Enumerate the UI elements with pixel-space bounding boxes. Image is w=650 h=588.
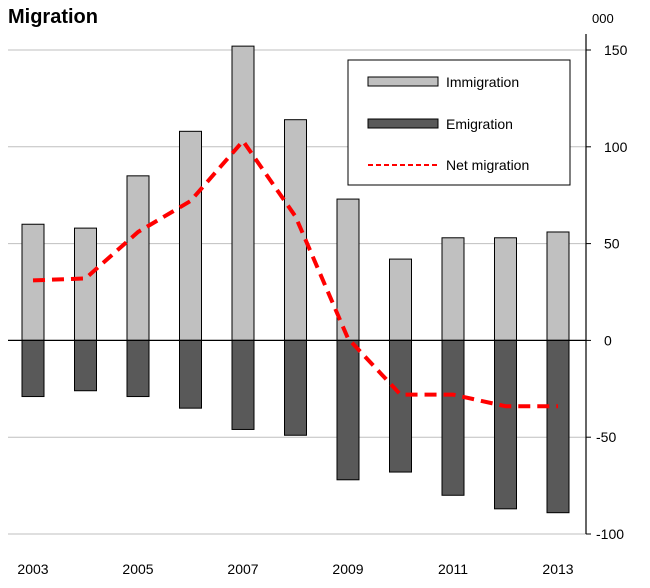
legend-label-immigration: Immigration xyxy=(446,74,519,90)
legend-label-net-migration: Net migration xyxy=(446,157,529,173)
immigration-bar-2005 xyxy=(126,175,150,341)
y-tick-label: 150 xyxy=(604,42,628,58)
legend-swatch-emigration xyxy=(367,118,439,129)
net-migration-line xyxy=(32,138,558,409)
y-tick-label: -100 xyxy=(596,526,624,542)
y-tick-label: 100 xyxy=(604,139,628,155)
y-axis-unit-label: 000 xyxy=(592,11,614,26)
emigration-bar-2004 xyxy=(74,339,97,392)
immigration-bar-2011 xyxy=(441,237,465,341)
legend: Immigration Emigration Net migration xyxy=(347,59,571,186)
chart-title: Migration xyxy=(8,6,98,28)
immigration-bar-2010 xyxy=(389,258,412,341)
legend-label-emigration: Emigration xyxy=(446,116,513,132)
immigration-bar-2013 xyxy=(546,231,570,341)
immigration-bar-2007 xyxy=(231,45,255,341)
immigration-bar-2012 xyxy=(494,237,517,341)
emigration-bar-2005 xyxy=(126,339,150,398)
emigration-bar-2007 xyxy=(231,339,255,430)
net-migration-line-group xyxy=(32,138,558,409)
x-tick-label: 2013 xyxy=(542,561,573,577)
x-tick-label: 2011 xyxy=(438,561,468,577)
emigration-bar-2008 xyxy=(284,339,307,436)
y-tick-label: 50 xyxy=(604,236,620,252)
immigration-bar-2003 xyxy=(21,223,45,341)
immigration-bar-2006 xyxy=(179,130,202,341)
x-tick-label: 2003 xyxy=(17,561,48,577)
immigration-bar-2004 xyxy=(74,227,97,341)
y-axis: -100 -50 0 50 100 150 xyxy=(585,34,628,542)
x-tick-label: 2005 xyxy=(122,561,153,577)
x-tick-label: 2009 xyxy=(332,561,363,577)
emigration-bar-2011 xyxy=(441,339,465,496)
emigration-bar-2009 xyxy=(336,339,360,481)
x-axis: 2003 2005 2007 2009 2011 2013 xyxy=(17,561,573,577)
x-tick-label: 2007 xyxy=(227,561,258,577)
y-tick-label: 0 xyxy=(604,332,612,348)
emigration-bar-2010 xyxy=(389,339,412,473)
emigration-bar-2006 xyxy=(179,339,202,409)
emigration-bar-2012 xyxy=(494,339,517,510)
legend-swatch-immigration xyxy=(367,76,439,87)
emigration-bar-2003 xyxy=(21,339,45,398)
y-tick-label: -50 xyxy=(596,429,616,445)
emigration-bar-2013 xyxy=(546,339,570,514)
